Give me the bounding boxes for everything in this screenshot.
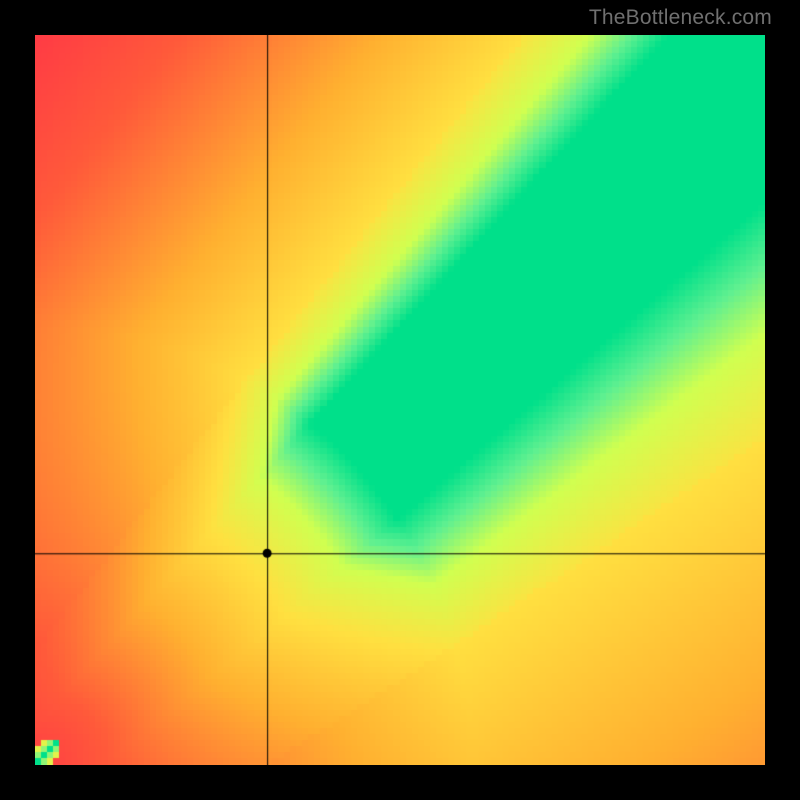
heatmap-canvas <box>35 35 765 765</box>
watermark-text: TheBottleneck.com <box>589 6 772 30</box>
heatmap-plot <box>35 35 765 765</box>
